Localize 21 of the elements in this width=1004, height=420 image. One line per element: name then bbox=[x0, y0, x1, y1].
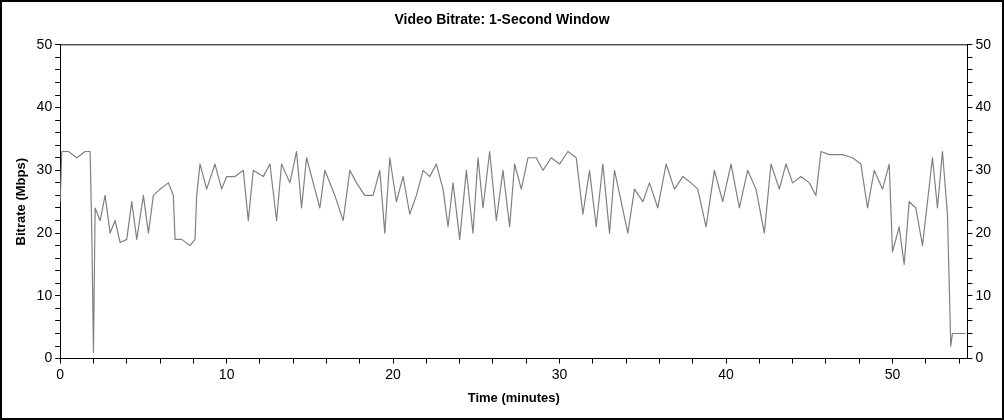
x-tick-label: 10 bbox=[218, 365, 235, 382]
y2-tick-label: 0 bbox=[975, 349, 984, 366]
x-tick-label: 40 bbox=[718, 365, 735, 382]
x-tick-label: 30 bbox=[551, 365, 568, 382]
y-tick-label: 0 bbox=[44, 349, 53, 366]
y2-tick-label: 10 bbox=[975, 286, 992, 303]
y-tick-label: 20 bbox=[36, 223, 53, 240]
y2-tick-label: 40 bbox=[975, 98, 992, 115]
y2-tick-label: 50 bbox=[975, 35, 992, 52]
x-axis-title: Time (minutes) bbox=[467, 389, 560, 405]
y-tick-label: 40 bbox=[36, 98, 53, 115]
y-tick-label: 10 bbox=[36, 286, 53, 303]
x-tick-label: 20 bbox=[385, 365, 402, 382]
x-tick-label: 0 bbox=[56, 365, 65, 382]
y-axis-title: Bitrate (Mbps) bbox=[13, 158, 29, 246]
y2-tick-label: 30 bbox=[975, 161, 992, 178]
y2-tick-label: 20 bbox=[975, 223, 992, 240]
chart-title: Video Bitrate: 1-Second Window bbox=[394, 11, 610, 28]
y-tick-label: 50 bbox=[36, 35, 53, 52]
x-tick-label: 50 bbox=[884, 365, 901, 382]
y-tick-label: 30 bbox=[36, 161, 53, 178]
